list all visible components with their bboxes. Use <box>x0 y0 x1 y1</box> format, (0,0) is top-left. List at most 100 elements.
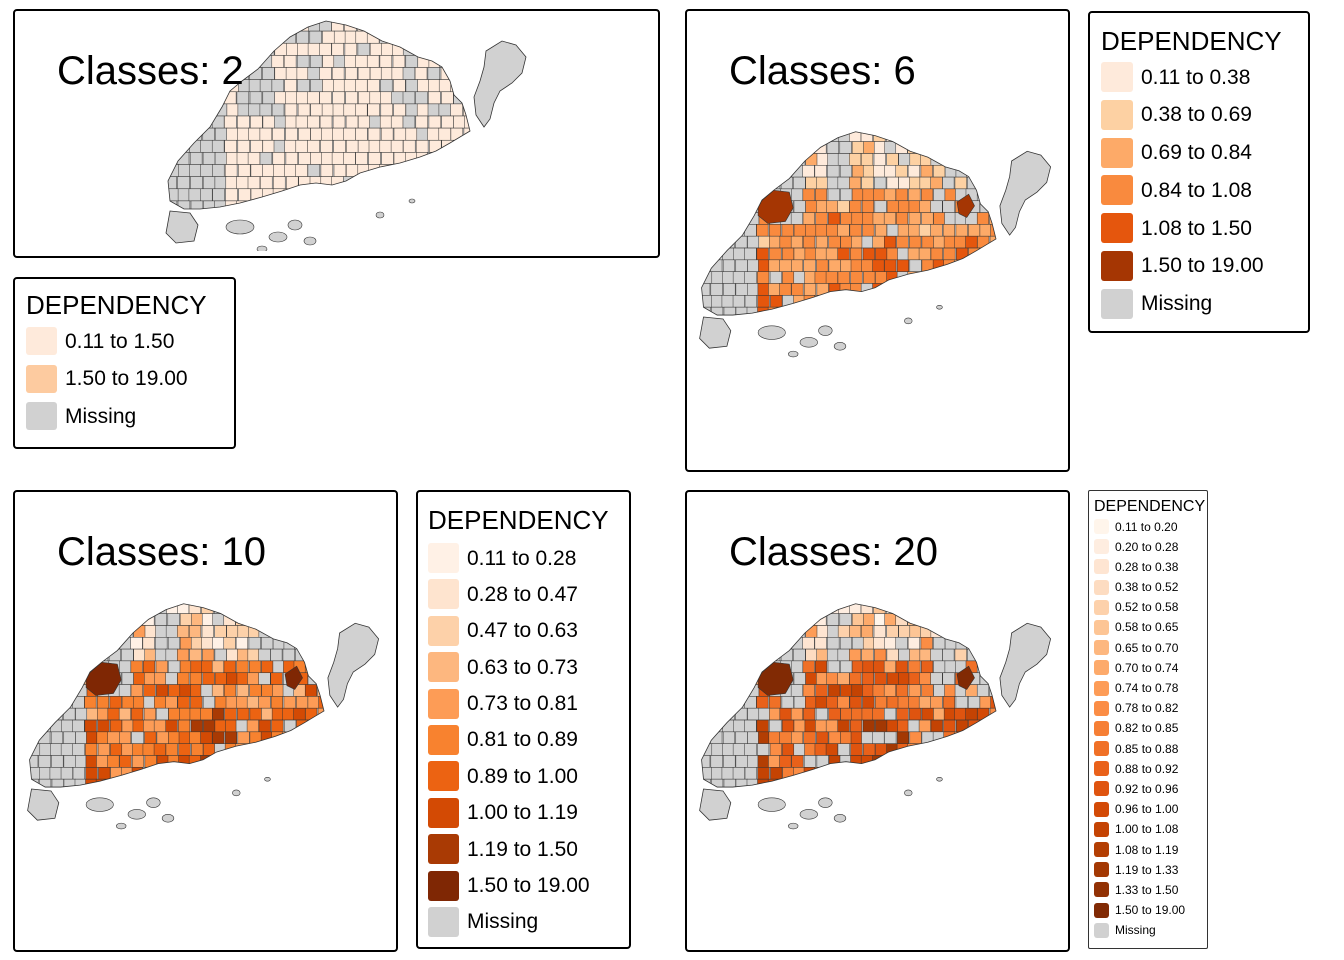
subzone-polygon <box>781 719 795 733</box>
subzone-polygon <box>378 188 392 202</box>
subzone-polygon <box>828 306 841 316</box>
subzone-polygon <box>921 306 934 316</box>
subzone-polygon <box>273 140 287 153</box>
subzone-polygon <box>863 767 876 780</box>
subzone-polygon <box>956 141 969 154</box>
subzone-polygon <box>369 115 382 129</box>
subzone-polygon <box>304 637 318 650</box>
subzone-polygon <box>956 247 969 261</box>
subzone-polygon <box>296 91 309 105</box>
subzone-polygon <box>212 91 225 105</box>
subzone-polygon <box>803 283 817 296</box>
subzone-polygon <box>72 696 85 709</box>
subzone-polygon <box>815 224 828 237</box>
subzone-polygon <box>898 176 911 190</box>
subzone-polygon <box>317 767 324 780</box>
subzone-polygon <box>332 103 346 117</box>
subzone-polygon <box>316 637 324 650</box>
subzone-polygon <box>225 696 238 709</box>
subzone-polygon <box>944 188 957 201</box>
subzone-polygon <box>817 603 830 614</box>
legend-swatch <box>1094 519 1109 534</box>
subzone-polygon <box>701 188 711 201</box>
subzone-polygon <box>307 648 320 662</box>
subzone-polygon <box>156 755 169 768</box>
subzone-polygon <box>426 21 440 32</box>
subzone-polygon <box>305 755 319 768</box>
subzone-polygon <box>200 30 214 44</box>
subzone-polygon <box>86 731 99 744</box>
subzone-polygon <box>282 625 295 638</box>
subzone-polygon <box>944 141 958 154</box>
subzone-polygon <box>343 152 356 165</box>
subzone-polygon <box>990 247 996 261</box>
subzone-polygon <box>722 731 736 744</box>
subzone-polygon <box>357 67 371 80</box>
subzone-polygon <box>298 176 311 189</box>
subzone-polygon <box>837 153 850 166</box>
subzone-polygon <box>366 55 380 68</box>
subzone-polygon <box>849 719 863 733</box>
subzone-polygon <box>168 127 177 141</box>
subzone-polygon <box>977 755 991 768</box>
legend-label: 1.00 to 1.08 <box>1115 822 1179 837</box>
subzone-polygon <box>701 696 713 709</box>
subzone-polygon <box>333 164 347 177</box>
subzone-polygon <box>943 247 956 261</box>
offshore-island <box>999 622 1052 708</box>
subzone-polygon <box>770 295 783 308</box>
subzone-polygon <box>318 755 324 768</box>
subzone-polygon <box>965 259 978 272</box>
subzone-polygon <box>732 767 745 780</box>
legend-swatch <box>1101 99 1133 130</box>
subzone-polygon <box>814 637 827 650</box>
legend-swatch <box>428 688 459 719</box>
legend-label: 0.82 to 0.85 <box>1115 721 1179 736</box>
legend-swatch <box>428 652 459 683</box>
subzone-polygon <box>226 672 239 685</box>
subzone-polygon <box>261 660 274 673</box>
legend-label: 1.08 to 1.19 <box>1115 842 1179 857</box>
subzone-polygon <box>225 719 238 733</box>
subzone-polygon <box>331 152 345 165</box>
subzone-polygon <box>711 271 724 284</box>
subzone-polygon <box>909 259 922 272</box>
subzone-polygon <box>895 141 908 154</box>
subzone-polygon <box>956 767 969 780</box>
offshore-island <box>375 211 385 219</box>
subzone-polygon <box>189 731 202 744</box>
subzone-polygon <box>873 165 886 178</box>
subzone-polygon <box>989 767 996 780</box>
offshore-island <box>127 809 146 820</box>
subzone-polygon <box>758 141 771 154</box>
subzone-polygon <box>405 30 418 44</box>
subzone-polygon <box>745 153 758 166</box>
subzone-polygon <box>453 91 466 105</box>
subzone-polygon <box>860 778 873 788</box>
subzone-polygon <box>189 625 202 638</box>
subzone-polygon <box>72 648 85 662</box>
subzone-polygon <box>392 30 405 44</box>
subzone-polygon <box>780 625 793 638</box>
subzone-polygon <box>439 30 453 44</box>
legend-entry: 0.96 to 1.00 <box>1094 801 1207 817</box>
subzone-polygon <box>202 21 215 32</box>
subzone-polygon <box>920 637 933 650</box>
subzone-polygon <box>369 43 383 56</box>
subzone-polygon <box>119 778 132 788</box>
subzone-polygon <box>144 648 157 662</box>
subzone-polygon <box>991 603 996 614</box>
subzone-polygon <box>815 707 828 721</box>
subzone-polygon <box>779 131 793 142</box>
legend-label: 0.73 to 0.81 <box>467 692 578 716</box>
subzone-polygon <box>955 224 968 237</box>
subzone-polygon <box>944 295 957 308</box>
subzone-polygon <box>827 153 840 166</box>
legend-entry: 0.11 to 0.20 <box>1094 519 1207 534</box>
subzone-polygon <box>464 176 470 189</box>
subzone-polygon <box>991 648 996 662</box>
subzone-polygon <box>781 247 795 261</box>
subzone-polygon <box>132 719 145 733</box>
subzone-polygon <box>223 660 236 673</box>
subzone-polygon <box>107 778 120 788</box>
